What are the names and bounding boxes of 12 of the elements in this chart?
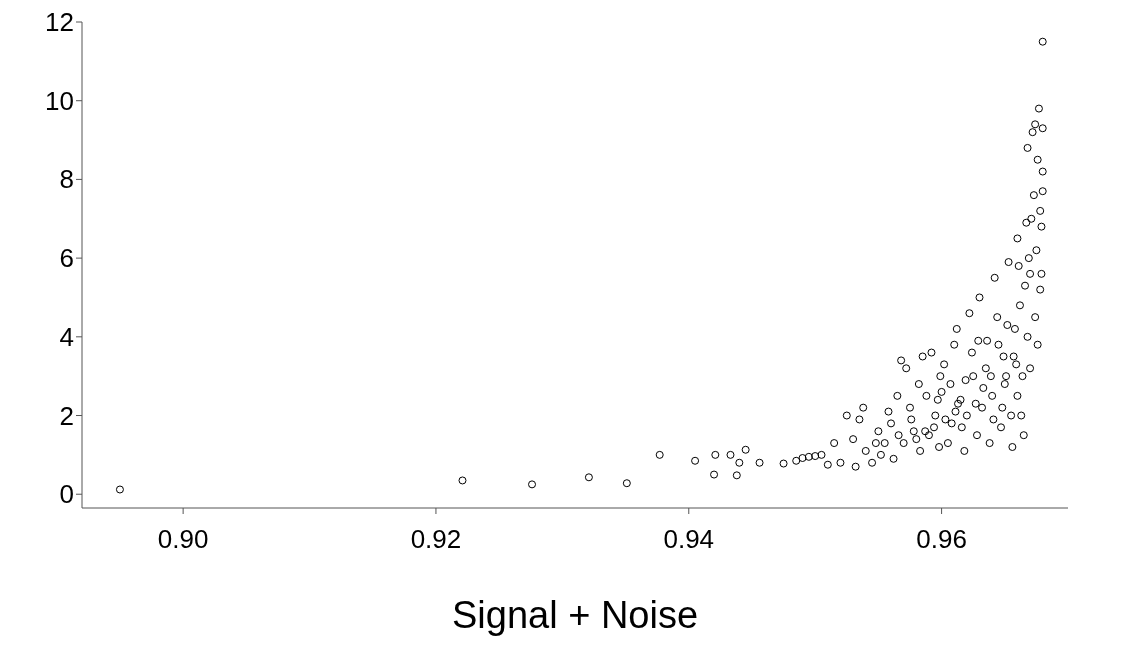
y-tick-label: 8 — [59, 164, 74, 195]
x-tick-label: 0.94 — [663, 524, 715, 555]
x-tick-label: 0.92 — [410, 524, 462, 555]
y-tick-label: 12 — [45, 7, 74, 37]
y-tick-label: 2 — [59, 400, 74, 431]
y-tick-label: 0 — [59, 479, 74, 510]
x-axis-title: Signal + Noise — [451, 594, 699, 636]
y-tick-label: 10 — [45, 85, 74, 116]
y-tick-label: 4 — [59, 321, 74, 352]
x-tick-label: 0.96 — [916, 524, 967, 555]
x-tick-label: 0.90 — [157, 524, 209, 555]
y-tick-label: 6 — [59, 243, 74, 274]
